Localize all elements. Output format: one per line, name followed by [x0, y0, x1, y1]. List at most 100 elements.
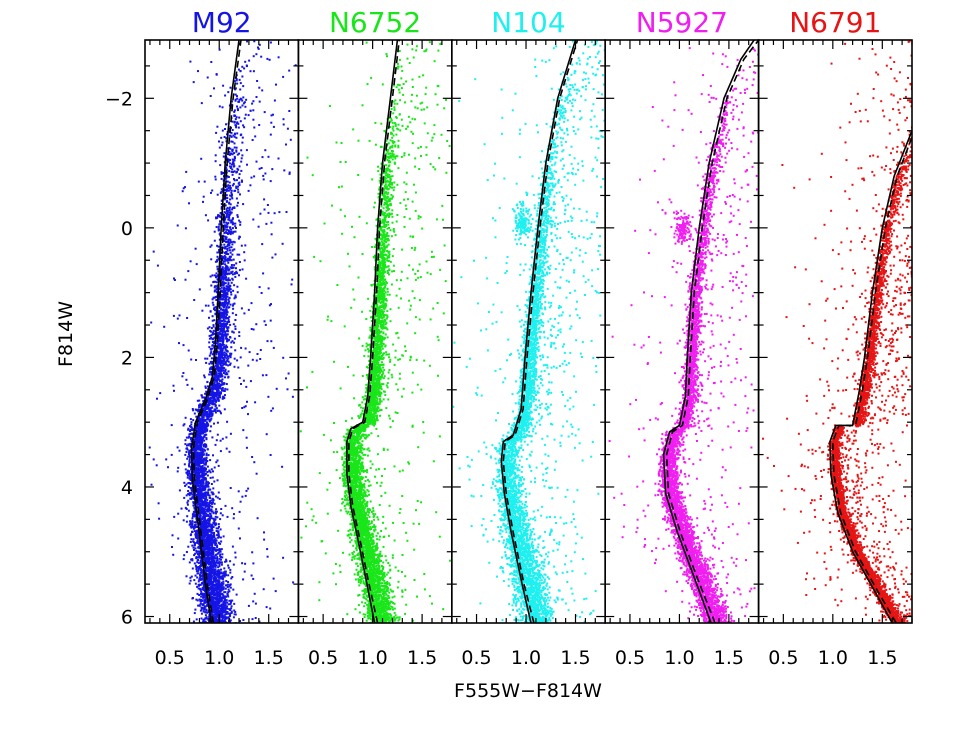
data-point	[187, 427, 190, 430]
data-point	[225, 336, 228, 339]
data-point	[208, 581, 211, 584]
data-point	[205, 459, 208, 461]
data-point	[204, 484, 207, 487]
data-point	[235, 179, 238, 182]
data-point	[191, 515, 194, 518]
data-point	[231, 507, 234, 510]
data-point	[216, 260, 219, 263]
data-point	[197, 553, 199, 556]
data-point	[214, 384, 216, 387]
data-point	[242, 85, 245, 88]
data-point	[210, 191, 212, 194]
data-point	[216, 389, 219, 392]
data-point	[197, 430, 200, 433]
data-point	[208, 337, 211, 340]
data-point	[213, 518, 216, 521]
data-point	[220, 144, 223, 147]
data-point	[218, 338, 221, 341]
data-point	[208, 413, 211, 416]
data-point	[259, 349, 262, 351]
data-point	[219, 598, 222, 600]
data-point	[185, 483, 188, 486]
data-point	[238, 274, 240, 277]
data-point	[222, 606, 225, 608]
data-point	[202, 461, 205, 463]
data-point	[239, 120, 242, 123]
data-point	[206, 429, 209, 432]
data-point	[251, 618, 254, 621]
data-point	[195, 618, 198, 621]
data-point	[189, 579, 192, 582]
data-point	[196, 526, 198, 528]
data-point	[191, 428, 193, 431]
data-point	[221, 362, 224, 365]
data-point	[203, 601, 206, 604]
data-point	[193, 579, 196, 582]
data-point	[198, 435, 201, 438]
data-point	[212, 551, 215, 554]
data-point	[215, 605, 218, 608]
data-point	[198, 544, 201, 547]
data-point	[218, 354, 221, 357]
data-point	[225, 168, 228, 171]
data-point	[216, 556, 219, 559]
data-point	[219, 271, 222, 274]
data-point	[194, 608, 197, 611]
data-point	[204, 617, 207, 620]
data-point	[234, 349, 237, 352]
data-point	[180, 507, 183, 510]
data-point	[196, 429, 198, 432]
data-point	[218, 251, 221, 254]
data-point	[209, 471, 212, 474]
data-point	[209, 583, 212, 586]
data-point	[252, 55, 255, 58]
data-point	[229, 147, 232, 150]
data-point	[236, 121, 239, 124]
data-point	[200, 557, 203, 560]
data-point	[227, 240, 230, 243]
data-point	[258, 286, 261, 289]
data-point	[235, 185, 238, 188]
data-point	[266, 548, 269, 551]
data-point	[226, 189, 229, 192]
data-point	[212, 281, 215, 284]
data-point	[214, 350, 217, 353]
data-point	[218, 612, 221, 615]
data-point	[204, 545, 207, 548]
data-point	[207, 540, 210, 543]
data-point	[234, 87, 237, 90]
data-point	[213, 239, 216, 242]
data-point	[224, 302, 227, 305]
data-point	[232, 160, 235, 163]
data-point	[227, 209, 229, 212]
data-point	[215, 585, 218, 588]
data-point	[215, 131, 218, 134]
data-point	[239, 356, 242, 359]
data-point	[205, 454, 208, 457]
data-point	[196, 559, 199, 562]
data-point	[218, 359, 221, 362]
data-point	[277, 157, 280, 160]
data-point	[217, 491, 220, 494]
data-point	[238, 116, 241, 119]
data-point	[214, 280, 217, 283]
data-point	[199, 404, 202, 407]
data-point	[225, 137, 228, 140]
data-point	[204, 586, 206, 589]
data-point	[235, 197, 238, 200]
data-point	[238, 152, 240, 155]
data-point	[212, 398, 215, 400]
data-point	[190, 497, 193, 500]
data-point	[224, 611, 227, 614]
data-point	[217, 387, 219, 390]
data-point	[198, 288, 201, 291]
data-point	[216, 391, 219, 394]
data-point	[202, 610, 205, 613]
data-point	[227, 277, 230, 280]
data-point	[199, 502, 202, 505]
data-point	[203, 618, 206, 621]
data-point	[190, 421, 193, 424]
data-point	[232, 563, 235, 566]
data-point	[200, 571, 203, 574]
data-point	[203, 600, 206, 603]
